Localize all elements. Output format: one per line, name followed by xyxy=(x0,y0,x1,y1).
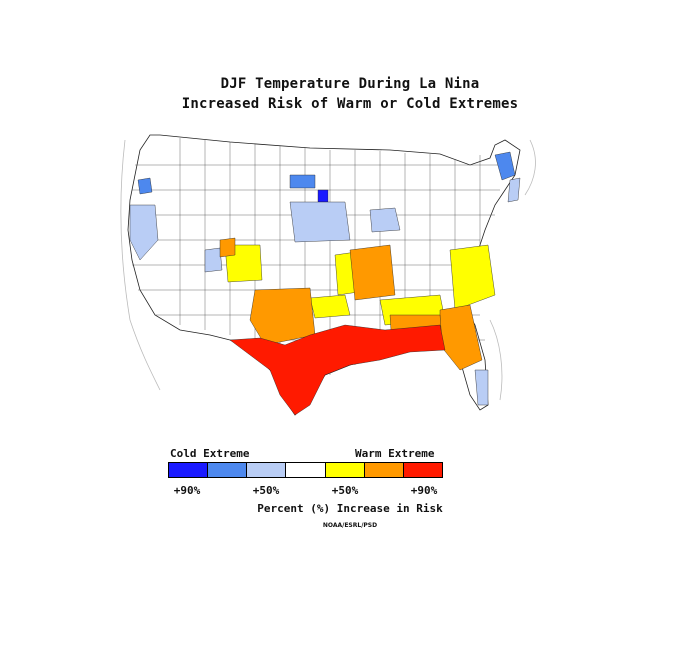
legend-swatch-1 xyxy=(208,463,248,477)
region-warm xyxy=(349,244,396,301)
region-warm xyxy=(219,237,236,258)
warm-extreme-label: Warm Extreme xyxy=(355,447,435,460)
region-strong-warm xyxy=(229,324,446,416)
region-light-warm xyxy=(309,294,351,319)
us-climate-division-map xyxy=(120,134,536,416)
region-light-warm xyxy=(449,244,496,311)
legend-swatch-4 xyxy=(325,463,365,477)
legend-swatch-6 xyxy=(403,463,442,477)
color-legend-bar xyxy=(168,462,443,478)
legend-swatch-0 xyxy=(169,463,209,477)
legend-tick-warm-90: +90% xyxy=(410,484,438,497)
region-strong-cold xyxy=(317,189,329,203)
region-light-cold xyxy=(129,204,159,261)
region-cold xyxy=(494,151,516,181)
legend-tick-cold-50: +50% xyxy=(252,484,280,497)
map-subtitle: Increased Risk of Warm or Cold Extremes xyxy=(181,96,519,112)
region-warm xyxy=(249,287,316,346)
cold-extreme-label: Cold Extreme xyxy=(170,447,250,460)
map-title: DJF Temperature During La Nina xyxy=(220,76,480,92)
legend-swatch-5 xyxy=(364,463,404,477)
region-warm xyxy=(439,304,483,371)
legend-swatch-2 xyxy=(247,463,287,477)
source-credit: NOAA/ESRL/PSD xyxy=(322,522,378,529)
region-cold xyxy=(289,174,316,189)
legend-swatch-3 xyxy=(286,463,326,477)
region-light-cold xyxy=(507,177,521,203)
region-light-cold xyxy=(369,207,401,233)
legend-tick-cold-90: +90% xyxy=(173,484,201,497)
region-cold xyxy=(137,177,153,195)
region-light-cold xyxy=(289,201,351,243)
region-light-cold xyxy=(474,369,489,406)
region-light-cold xyxy=(204,247,223,273)
legend-tick-warm-50: +50% xyxy=(331,484,359,497)
legend-caption: Percent (%) Increase in Risk xyxy=(257,502,443,515)
